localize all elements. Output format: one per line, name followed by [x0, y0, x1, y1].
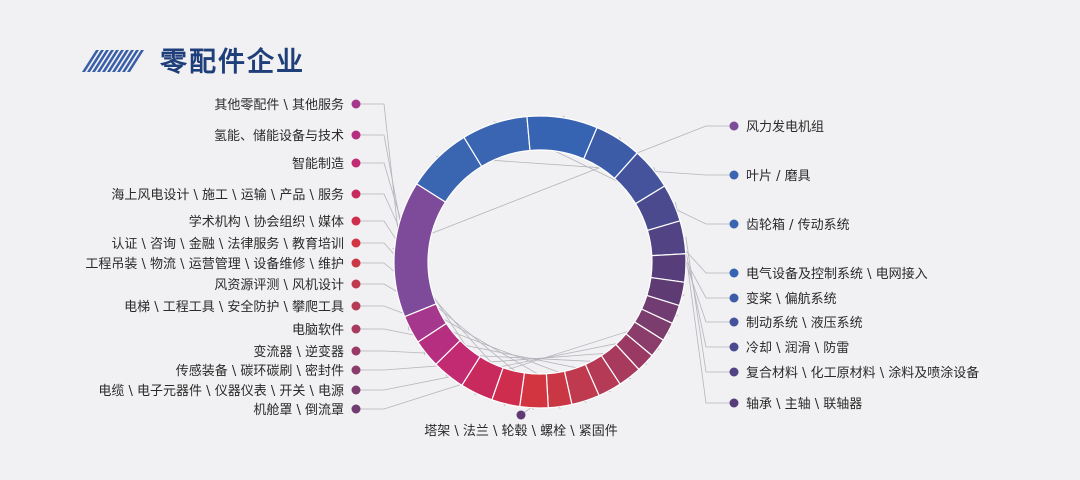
slice-label: 工程吊装 \ 物流 \ 运营管理 \ 设备维修 \ 维护 [85, 256, 344, 272]
title-stripes-icon [82, 50, 144, 72]
slice-label: 制动系统 \ 液压系统 [746, 316, 863, 331]
slice-label: 塔架 \ 法兰 \ 轮毂 \ 螺栓 \ 紧固件 [424, 424, 618, 439]
legend-dot [351, 189, 361, 199]
slice-label: 冷却 \ 润滑 \ 防雷 [746, 340, 849, 356]
legend-dot [729, 317, 739, 327]
legend-dot [516, 410, 526, 420]
leader-line [356, 283, 587, 403]
legend-dot [351, 346, 361, 356]
leader-line [356, 348, 660, 371]
slice-label: 齿轮箱 / 传动系统 [746, 217, 850, 233]
legend-dots [351, 99, 739, 420]
slice-label: 电梯 \ 工程工具 \ 安全防护 \ 攀爬工具 [124, 299, 344, 315]
slice-label: 学术机构 \ 协会组织 \ 媒体 [189, 214, 344, 230]
slice-label: 变桨 \ 偏航系统 [746, 291, 837, 307]
slice-label: 电脑软件 [292, 323, 344, 338]
donut-slices [393, 115, 687, 409]
leader-line [687, 268, 734, 404]
slice-label: 电缆 \ 电子元器件 \ 仪器仪表 \ 开关 \ 电源 [98, 383, 344, 399]
legend-dot [729, 219, 739, 229]
slice-label: 复合材料 \ 化工原材料 \ 涂料及喷涂设备 [746, 365, 979, 381]
legend-dot [351, 279, 361, 289]
slice-label: 智能制造 [292, 157, 344, 172]
slice-label: 风力发电机组 [746, 119, 824, 135]
legend-dot [351, 365, 361, 375]
leader-line [356, 332, 670, 391]
leader-line [356, 328, 632, 380]
legend-dot [351, 404, 361, 414]
leader-lines [356, 103, 734, 416]
legend-dot [351, 258, 361, 268]
legend-dot [729, 268, 739, 278]
legend-dot [729, 342, 739, 352]
donut-slice [403, 303, 448, 343]
legend-dot [351, 324, 361, 334]
legend-dot [351, 99, 361, 109]
slice-label: 机舱罩 \ 倒流罩 [253, 403, 344, 418]
slice-label: 认证 \ 咨询 \ 金融 \ 法律服务 \ 教育培训 [111, 236, 344, 252]
leader-line [356, 350, 648, 365]
slice-label: 电气设备及控制系统 \ 电网接入 [746, 266, 928, 282]
legend-dot [351, 385, 361, 395]
legend-dot [729, 121, 739, 131]
leader-line [436, 156, 734, 176]
slice-label: 叶片 / 磨具 [746, 169, 811, 184]
leader-line [356, 262, 561, 409]
leader-line [356, 305, 611, 393]
page-title: 零配件企业 [159, 46, 305, 78]
legend-dot [351, 238, 361, 248]
legend-dot [351, 301, 361, 311]
slice-label: 风资源评测 \ 风机设计 [214, 278, 344, 293]
donut-slice [393, 182, 447, 318]
leader-line [356, 242, 535, 411]
legend-dot [729, 367, 739, 377]
slice-label: 变流器 \ 逆变器 [253, 344, 344, 360]
legend-dot [729, 170, 739, 180]
legend-dot [351, 158, 361, 168]
legend-dot [351, 130, 361, 140]
leader-line [392, 125, 734, 249]
slice-label: 其他零配件 \ 其他服务 [214, 97, 344, 113]
legend-dot [351, 216, 361, 226]
legend-dot [729, 398, 739, 408]
slice-label: 传感装备 \ 碳环碳刷 \ 密封件 [176, 363, 344, 379]
legend-dot [729, 293, 739, 303]
leader-line [685, 236, 734, 373]
slice-label: 氢能、储能设备与技术 [214, 128, 344, 144]
slice-label: 轴承 \ 主轴 \ 联轴器 [746, 397, 862, 412]
slice-label: 海上风电设计 \ 施工 \ 运输 \ 产品 \ 服务 [111, 187, 344, 203]
leader-line [356, 314, 679, 410]
leader-line [493, 121, 734, 225]
